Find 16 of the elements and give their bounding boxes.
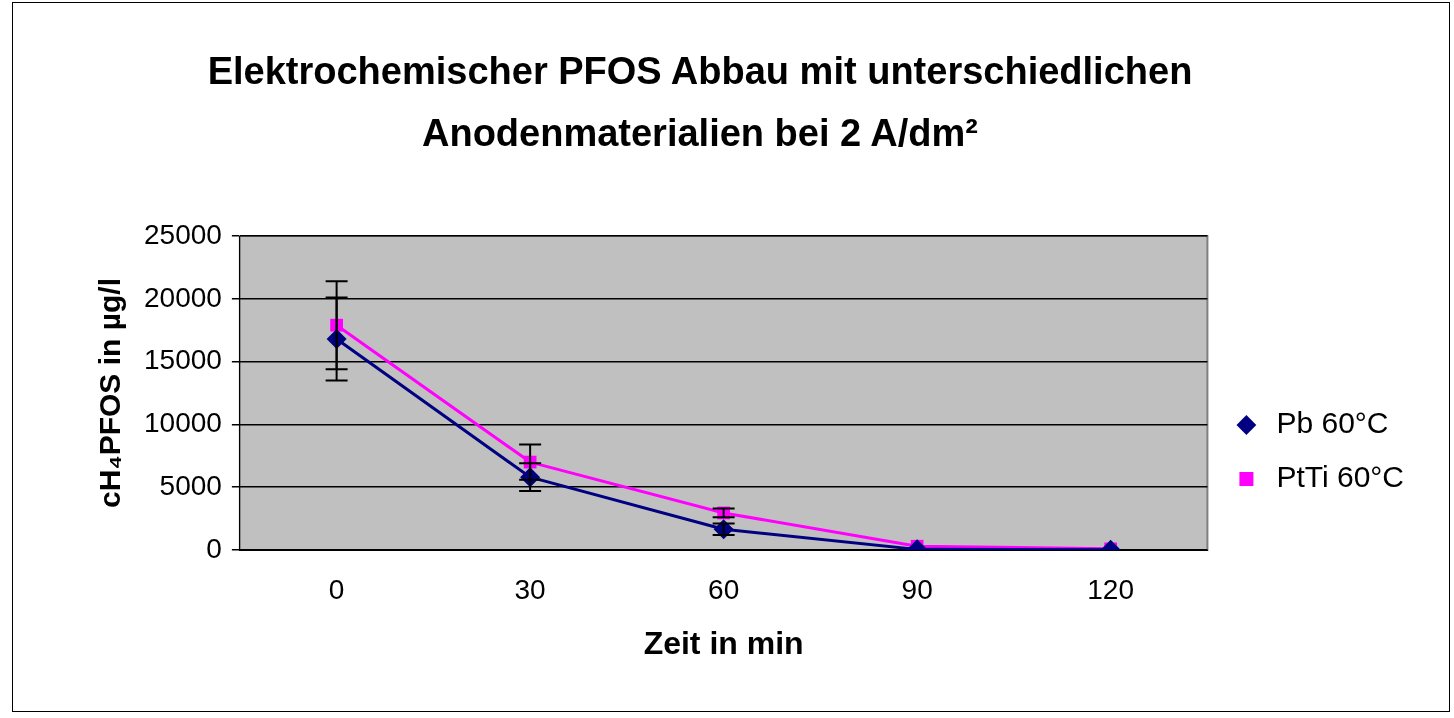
y-tick-label: 25000 [143, 218, 222, 250]
x-tick-label: 60 [708, 573, 740, 605]
y-tick-label: 5000 [159, 469, 222, 501]
legend-label: Pb 60°C [1276, 406, 1389, 440]
y-tick-label: 10000 [143, 407, 222, 439]
x-tick-label: 0 [328, 573, 345, 605]
chart-title: Elektrochemischer PFOS Abbau mit unterschiedlichen Anodenmaterialien bei 2 A/dm² [206, 49, 1194, 156]
y-axis-title: cH₄PFOS in µg/l [93, 278, 127, 508]
y-tick-label: 0 [206, 532, 222, 564]
x-axis-title: Zeit in min [643, 624, 804, 661]
x-tick-label: 90 [901, 573, 933, 605]
x-tick-label: 30 [514, 573, 546, 605]
y-tick-label: 20000 [143, 281, 222, 313]
y-tick-label: 15000 [143, 344, 222, 376]
legend-label: PtTi 60°C [1276, 460, 1405, 494]
x-tick-label: 120 [1087, 573, 1135, 605]
